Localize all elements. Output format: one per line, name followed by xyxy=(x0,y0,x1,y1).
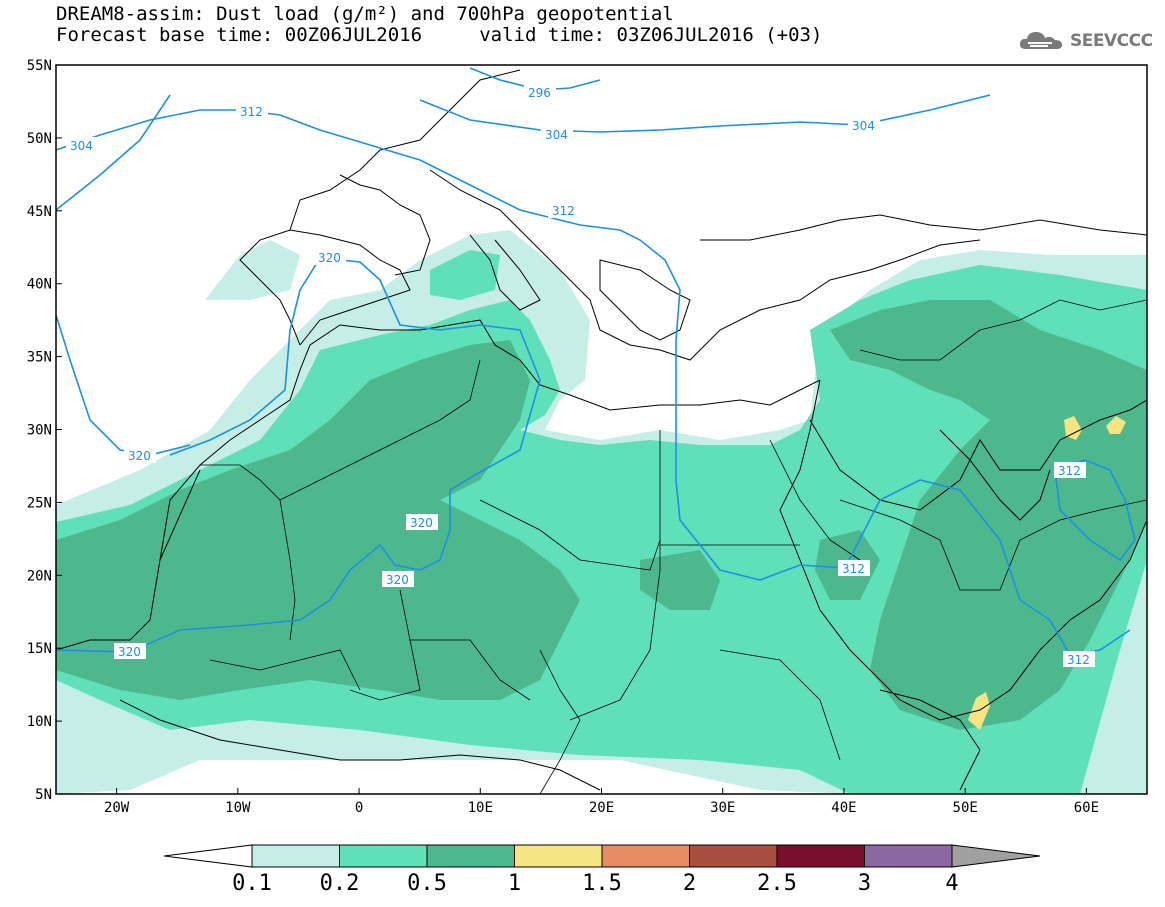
colorbar-segments xyxy=(251,844,953,868)
colorbar-label: 2 xyxy=(682,871,697,896)
svg-text:312: 312 xyxy=(552,204,575,218)
lat-tick-label: 25N xyxy=(27,495,52,511)
svg-text:312: 312 xyxy=(842,562,865,576)
colorbar-segment xyxy=(251,844,340,868)
lat-tick-label: 15N xyxy=(27,641,52,657)
contour-label-296: 296 xyxy=(524,84,556,100)
svg-text:312: 312 xyxy=(240,105,263,119)
colorbar-segment xyxy=(426,844,515,868)
colorbar-label: 1.5 xyxy=(582,871,622,896)
colorbar-segment xyxy=(776,844,865,868)
svg-text:320: 320 xyxy=(318,251,341,265)
lon-tick-label: 60E xyxy=(1074,800,1099,816)
colorbar-label: 0.2 xyxy=(319,871,360,896)
svg-text:312: 312 xyxy=(1067,653,1090,667)
colorbar-segment-above xyxy=(951,844,1041,868)
contour-label-312-b: 312 xyxy=(548,202,580,218)
longitude-axis: 20W 10W 0 10E 20E 30E 40E 50E 60E xyxy=(104,788,1099,816)
lat-tick-label: 5N xyxy=(35,787,52,803)
lat-tick-label: 35N xyxy=(27,350,52,366)
contour-label-304-c: 304 xyxy=(541,126,573,142)
svg-text:320: 320 xyxy=(128,449,151,463)
lon-tick-label: 50E xyxy=(953,800,978,816)
colorbar-segment xyxy=(864,844,953,868)
contour-label-320-e: 320 xyxy=(114,643,146,659)
contour-label-304-w: 304 xyxy=(66,137,98,153)
lat-tick-label: 20N xyxy=(27,568,52,584)
colorbar-label: 4 xyxy=(945,871,959,896)
contour-label-304-e: 304 xyxy=(848,117,880,133)
colorbar-segment xyxy=(689,844,778,868)
lon-tick-label: 30E xyxy=(710,800,735,816)
contour-label-320-b: 320 xyxy=(124,447,156,463)
colorbar-segment xyxy=(601,844,690,868)
dust-shading xyxy=(56,230,1147,794)
contour-label-312-c: 312 xyxy=(838,560,870,576)
colorbar-label: 2.5 xyxy=(757,871,797,896)
colorbar-label: 1 xyxy=(507,871,522,896)
logo: SEEVCCC xyxy=(1018,27,1153,55)
svg-text:304: 304 xyxy=(852,119,875,133)
svg-text:320: 320 xyxy=(410,516,433,530)
contour-label-312-a: 312 xyxy=(236,103,268,119)
geopotential-contours xyxy=(56,67,1136,656)
svg-text:296: 296 xyxy=(528,86,551,100)
lat-tick-label: 45N xyxy=(27,204,52,220)
logo-text: SEEVCCC xyxy=(1070,31,1153,51)
svg-text:320: 320 xyxy=(386,573,409,587)
lat-tick-label: 10N xyxy=(27,714,52,730)
contour-label-320-a: 320 xyxy=(314,249,346,265)
svg-text:320: 320 xyxy=(118,645,141,659)
lon-tick-label: 40E xyxy=(831,800,856,816)
lat-tick-label: 55N xyxy=(27,58,52,74)
title-line-1: DREAM8-assim: Dust load (g/m²) and 700hP… xyxy=(56,3,674,25)
colorbar-label: 0.5 xyxy=(407,871,447,896)
colorbar-label: 3 xyxy=(857,871,872,896)
coastlines xyxy=(56,69,1147,791)
lon-tick-label: 20W xyxy=(104,800,130,816)
svg-text:304: 304 xyxy=(545,128,568,142)
colorbar-segment xyxy=(339,844,428,868)
colorbar xyxy=(163,844,1041,868)
latitude-axis: 5N 10N 15N 20N 25N 30N 35N 40N 45N 50N 55N xyxy=(27,58,62,803)
lon-tick-label: 0 xyxy=(355,800,363,816)
contour-label-312-e: 312 xyxy=(1063,651,1095,667)
svg-text:304: 304 xyxy=(70,139,93,153)
lon-tick-label: 20E xyxy=(589,800,614,816)
lat-tick-label: 40N xyxy=(27,277,52,293)
lon-tick-label: 10E xyxy=(468,800,493,816)
lon-tick-label: 10W xyxy=(225,800,251,816)
colorbar-label: 0.1 xyxy=(232,871,272,896)
borders xyxy=(200,299,1147,794)
contour-labels: 296 304 304 304 312 312 312 312 312 320 … xyxy=(66,84,1095,667)
title-line-2: Forecast base time: 00Z06JUL2016 valid t… xyxy=(56,24,823,46)
colorbar-segment-below xyxy=(163,844,253,868)
contour-label-312-d: 312 xyxy=(1054,462,1086,478)
contour-label-320-d: 320 xyxy=(382,571,414,587)
lat-tick-label: 30N xyxy=(27,423,52,439)
svg-text:312: 312 xyxy=(1058,464,1081,478)
contour-label-320-c: 320 xyxy=(406,514,438,530)
cloud-icon xyxy=(1019,32,1062,49)
colorbar-segment xyxy=(514,844,603,868)
lat-tick-label: 50N xyxy=(27,131,52,147)
